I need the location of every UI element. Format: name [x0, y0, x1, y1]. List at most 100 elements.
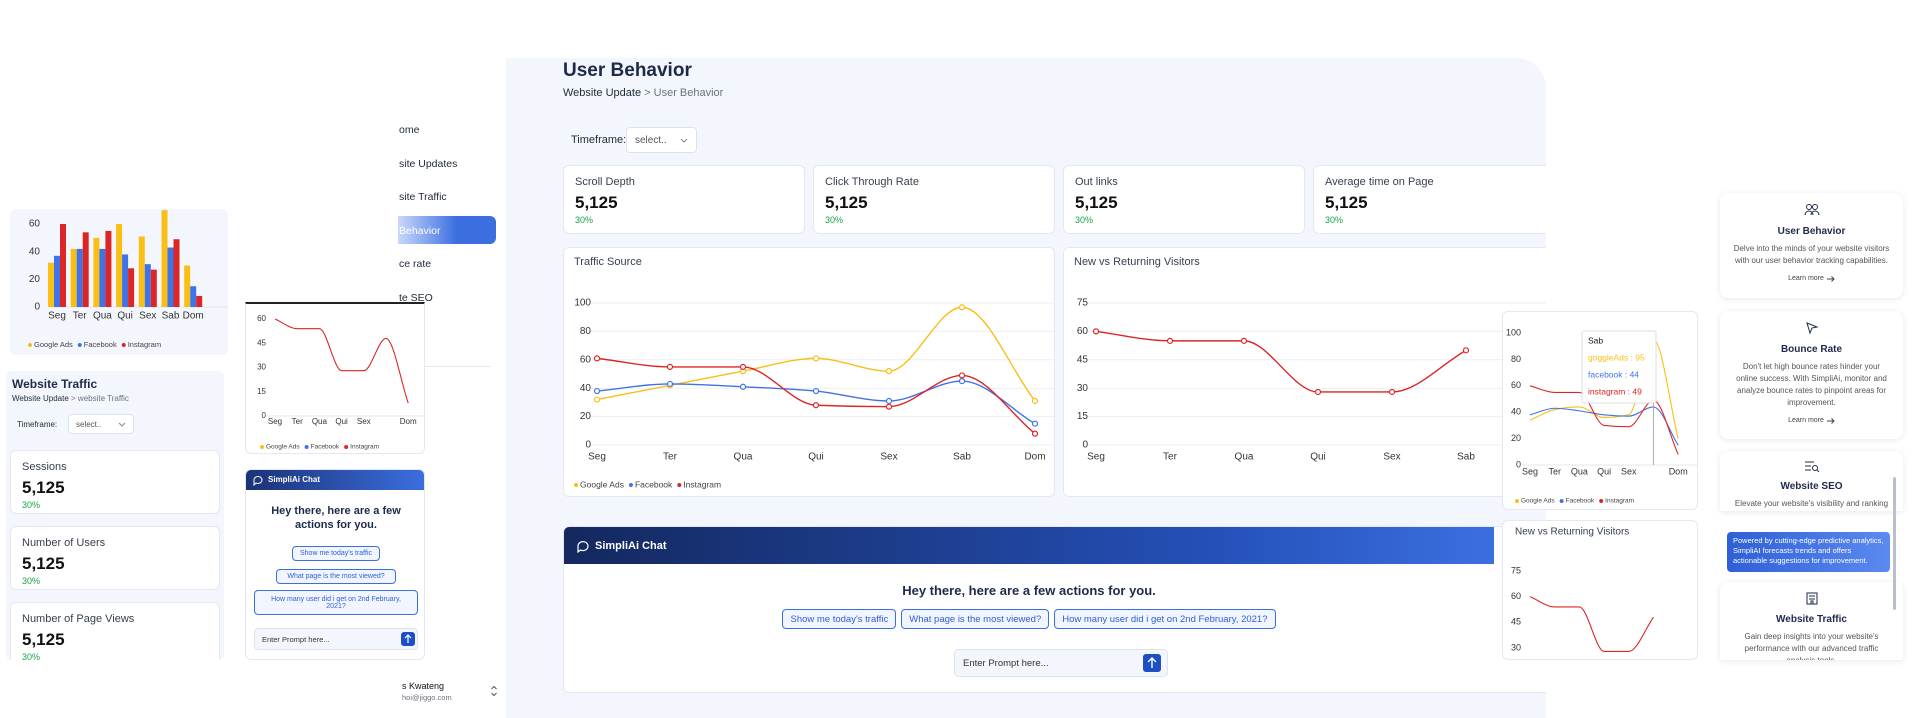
- point: [958, 378, 966, 385]
- stat-card: Scroll Depth 5,125 30%: [563, 165, 805, 234]
- scrollbar[interactable]: [1893, 477, 1896, 610]
- suggestion-button[interactable]: What page is the most viewed?: [901, 609, 1050, 629]
- bar: [116, 224, 123, 307]
- menu-item[interactable]: te SEO: [399, 291, 433, 304]
- menu-item[interactable]: site Traffic: [399, 191, 447, 203]
- y-tick-label: 0: [1516, 459, 1521, 469]
- chat-icon: [577, 541, 589, 553]
- x-tick-label: Qui: [808, 452, 824, 463]
- point: [1031, 420, 1039, 427]
- point: [1240, 337, 1248, 344]
- legend-swatch: [77, 343, 82, 347]
- bar: [105, 230, 112, 307]
- x-tick-label: Sex: [357, 417, 371, 426]
- timeframe-select[interactable]: select..: [626, 127, 697, 153]
- learn-more-text: Learn more: [1788, 417, 1824, 424]
- suggestions: Show me today's traffic What page is the …: [564, 609, 1494, 629]
- point: [958, 304, 966, 311]
- menu-item[interactable]: ome: [399, 124, 420, 136]
- bar: [82, 232, 89, 307]
- legend-label: Facebook: [84, 340, 117, 349]
- x-tick-label: Ter: [73, 311, 88, 322]
- arrow: [1826, 417, 1835, 424]
- x-tick-label: Qui: [1310, 452, 1326, 463]
- traffic-chart-card: Traffic Source 0 20 40 60 80 100 Seg Ter Qua Qui Se…: [563, 247, 1055, 497]
- suggestion-button[interactable]: How many user did i get on 2nd February,…: [254, 590, 418, 615]
- y-tick-label: 0: [34, 302, 40, 313]
- x-tick-label: Dom: [1669, 466, 1688, 476]
- legend-label: Instagram: [683, 479, 721, 489]
- send-button[interactable]: [1143, 654, 1161, 672]
- point: [666, 380, 674, 388]
- bar: [196, 295, 203, 307]
- menu-item[interactable]: ce rate: [399, 258, 432, 270]
- legend-swatch: [574, 483, 578, 487]
- line: [596, 357, 1036, 435]
- promo-box: Powered by cutting-edge predictive analy…: [1727, 532, 1890, 572]
- tooltip-item: goggleAds : 95: [1588, 352, 1645, 362]
- legend-swatch: [628, 483, 633, 487]
- user-name: s Kwateng: [402, 681, 445, 691]
- point: [812, 402, 820, 409]
- x-tick-label: Seg: [48, 311, 66, 322]
- menu-item[interactable]: site Updates: [399, 157, 458, 170]
- y-tick-label: 15: [257, 387, 266, 396]
- legend-swatch: [260, 445, 264, 449]
- x-tick-label: Ter: [1548, 466, 1561, 476]
- send-button[interactable]: [401, 632, 415, 646]
- learn-more[interactable]: Learn more: [1720, 275, 1903, 282]
- feature-card: Bounce Rate Don't let high bounce rates …: [1720, 311, 1903, 439]
- x-tick-label: Sex: [1621, 466, 1637, 476]
- stat-value: 5,125: [1075, 193, 1118, 212]
- stat-card: Number of Page Views 5,125 30%: [10, 602, 220, 660]
- y-tick-label: 40: [29, 246, 41, 257]
- breadcrumb-separator: >: [71, 394, 76, 403]
- feature-card: Website Traffic Gain deep insights into …: [1720, 582, 1903, 660]
- timeframe-select[interactable]: select..: [68, 414, 134, 434]
- legend-swatch: [677, 483, 682, 487]
- line: [1529, 596, 1654, 652]
- bar: [99, 248, 106, 307]
- chat-title: SimpliAi Chat: [595, 540, 667, 552]
- x-tick-label: Qua: [734, 452, 753, 463]
- point: [958, 372, 966, 379]
- x-tick-label: Qua: [93, 311, 112, 322]
- prompt-input[interactable]: Enter Prompt here...: [954, 649, 1168, 677]
- x-tick-label: Qua: [1235, 452, 1254, 463]
- legend-swatch: [1515, 499, 1519, 503]
- stat-label: Number of Page Views: [22, 613, 135, 625]
- bar: [184, 265, 191, 307]
- returning-chart-card: New vs Returning Visitors 30 45 60 75: [1502, 520, 1698, 660]
- tooltip-box: [1581, 330, 1657, 404]
- chat-card: SimpliAi Chat Hey there, here are a few …: [563, 526, 1546, 693]
- page-title: User Behavior: [563, 60, 692, 81]
- user-menu-toggle[interactable]: [490, 684, 498, 698]
- menu-item-active: [398, 215, 496, 244]
- tooltip-item: facebook : 44: [1588, 369, 1639, 379]
- x-tick-label: Ter: [292, 417, 303, 426]
- suggestion-button[interactable]: Show me today's traffic: [782, 609, 897, 629]
- bar: [167, 247, 174, 307]
- y-tick-label: 20: [1511, 433, 1521, 443]
- stat-label: Click Through Rate: [825, 176, 919, 188]
- stat-value: 5,125: [1325, 193, 1368, 212]
- panel-title: Website Traffic: [12, 377, 98, 391]
- learn-more[interactable]: Learn more: [1720, 417, 1903, 424]
- x-tick-label: Dom: [400, 417, 417, 426]
- x-tick-label: Seg: [1087, 452, 1105, 463]
- suggestion-button[interactable]: How many user did i get on 2nd February,…: [1054, 609, 1276, 629]
- x-tick-label: Dom: [183, 311, 204, 322]
- chat-header: SimpliAi Chat: [246, 470, 424, 490]
- menu-item[interactable]: Behavior: [399, 224, 441, 237]
- chat-title: SimpliAi Chat: [268, 475, 321, 484]
- x-tick-label: Sab: [162, 311, 180, 322]
- chevron: [118, 422, 126, 427]
- bar: [70, 248, 77, 307]
- point: [885, 368, 893, 375]
- chat-icon: [253, 475, 263, 486]
- suggestion-button[interactable]: Show me today's traffic: [292, 546, 380, 561]
- prompt-input[interactable]: Enter Prompt here...: [254, 628, 418, 650]
- suggestion-button[interactable]: What page is the most viewed?: [276, 569, 396, 584]
- returning-chart-card: New vs Returning Visitors 0 15 30 45 60 75 Seg T…: [1063, 247, 1546, 497]
- y-tick-label: 0: [1082, 440, 1088, 451]
